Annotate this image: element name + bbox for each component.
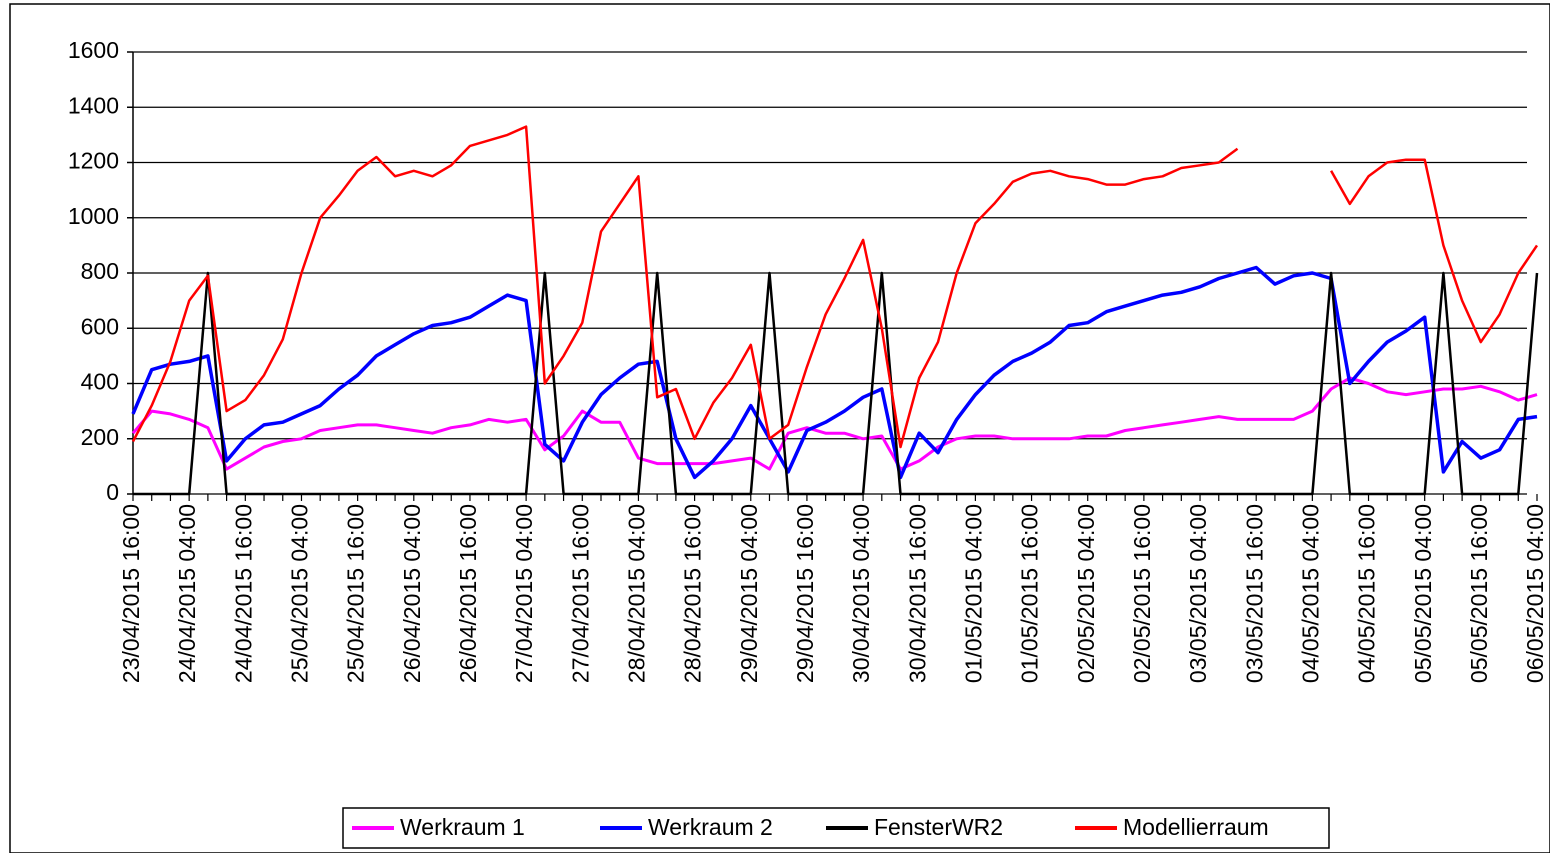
series-line	[131, 265, 1538, 480]
x-tick-label: 05/05/2015 16:00	[1466, 504, 1492, 683]
legend-label: Modellierraum	[1123, 814, 1269, 840]
x-tick-label: 29/04/2015 16:00	[792, 504, 818, 683]
x-tick-label: 03/05/2015 04:00	[1185, 504, 1211, 683]
x-tick-label: 02/05/2015 04:00	[1073, 504, 1099, 683]
x-tick-label: 30/04/2015 04:00	[848, 504, 874, 683]
x-tick-label: 28/04/2015 16:00	[680, 504, 706, 683]
x-tick-label: 06/05/2015 04:00	[1522, 504, 1548, 683]
legend-label: Werkraum 2	[648, 814, 773, 840]
series-line	[131, 125, 1539, 449]
x-tick-label: 25/04/2015 16:00	[343, 504, 369, 683]
x-tick-label: 01/05/2015 16:00	[1017, 504, 1043, 683]
y-tick-label: 800	[81, 258, 119, 284]
x-tick-label: 27/04/2015 16:00	[567, 504, 593, 683]
series-line	[131, 376, 1538, 471]
y-tick-label: 200	[81, 424, 119, 450]
series-line	[133, 271, 1539, 496]
x-tick-label: 01/05/2015 04:00	[960, 504, 986, 683]
chart-border	[9, 3, 1550, 854]
legend-label: Werkraum 1	[400, 814, 525, 840]
x-tick-label: 04/05/2015 16:00	[1354, 504, 1380, 683]
x-tick-label: 28/04/2015 04:00	[624, 504, 650, 683]
x-tick-label: 03/05/2015 16:00	[1241, 504, 1267, 683]
x-tick-label: 25/04/2015 04:00	[287, 504, 313, 683]
legend-label: FensterWR2	[874, 814, 1003, 840]
x-tick-label: 26/04/2015 16:00	[455, 504, 481, 683]
y-tick-label: 600	[81, 313, 119, 339]
x-tick-label: 29/04/2015 04:00	[736, 504, 762, 683]
x-tick-label: 05/05/2015 04:00	[1410, 504, 1436, 683]
y-tick-label: 0	[106, 479, 119, 505]
x-tick-label: 04/05/2015 04:00	[1297, 504, 1323, 683]
x-tick-label: 30/04/2015 16:00	[904, 504, 930, 683]
y-tick-label: 1000	[68, 203, 119, 229]
y-tick-label: 1600	[68, 37, 119, 63]
y-tick-label: 1200	[68, 148, 119, 174]
x-tick-label: 02/05/2015 16:00	[1129, 504, 1155, 683]
x-tick-label: 27/04/2015 04:00	[511, 504, 537, 683]
x-tick-label: 24/04/2015 04:00	[174, 504, 200, 683]
x-tick-label: 24/04/2015 16:00	[230, 504, 256, 683]
y-tick-label: 1400	[68, 92, 119, 118]
y-tick-label: 400	[81, 369, 119, 395]
x-tick-label: 23/04/2015 16:00	[118, 504, 144, 683]
x-tick-label: 26/04/2015 04:00	[399, 504, 425, 683]
